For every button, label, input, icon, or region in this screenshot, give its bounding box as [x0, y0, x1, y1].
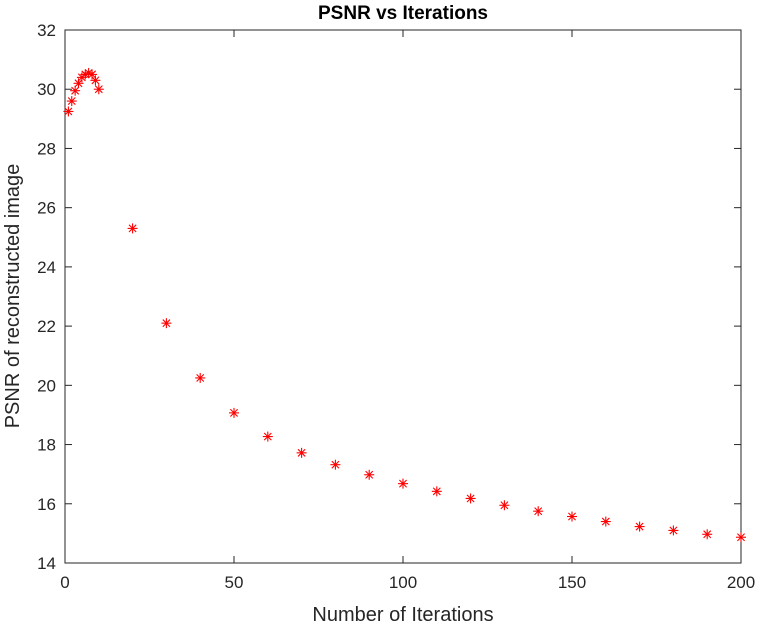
data-point [533, 506, 544, 517]
y-axis-label: PSNR of reconstructed image [2, 164, 24, 429]
data-point [66, 96, 77, 107]
data-point [364, 469, 375, 480]
data-point [70, 85, 81, 96]
data-point [93, 84, 104, 95]
x-tick-label: 200 [727, 573, 755, 592]
data-point [702, 529, 713, 540]
y-tick-label: 28 [37, 139, 56, 158]
data-point [63, 106, 74, 117]
data-point [499, 500, 510, 511]
data-point [431, 486, 442, 497]
data-point [398, 478, 408, 489]
data-point [668, 525, 679, 536]
data-point [73, 78, 84, 89]
x-tick-label: 0 [60, 573, 69, 592]
x-tick-label: 150 [558, 573, 586, 592]
data-point [600, 516, 611, 527]
data-point [465, 493, 476, 504]
y-tick-label: 14 [37, 554, 56, 573]
y-tick-label: 16 [37, 495, 56, 514]
y-tick-label: 22 [37, 317, 56, 336]
data-point [195, 372, 206, 383]
data-point [634, 521, 645, 532]
data-point [262, 431, 273, 442]
y-tick-label: 24 [37, 258, 56, 277]
data-series [63, 67, 746, 543]
y-tick-label: 20 [37, 376, 56, 395]
data-point [87, 69, 98, 80]
y-tick-label: 18 [37, 436, 56, 455]
x-tick-label: 50 [225, 573, 244, 592]
y-tick-label: 26 [37, 199, 56, 218]
data-point [161, 318, 172, 329]
x-axis-label: Number of Iterations [312, 604, 493, 626]
chart-title: PSNR vs Iterations [318, 3, 488, 24]
plot-area [64, 29, 742, 564]
x-tick-label: 100 [389, 573, 417, 592]
data-point [90, 75, 101, 86]
data-point [736, 532, 746, 543]
y-axis: 14 16 18 20 22 24 26 28 30 32 [37, 21, 741, 573]
y-tick-label: 30 [37, 80, 56, 99]
y-tick-label: 32 [37, 21, 56, 40]
data-point [229, 407, 239, 418]
x-axis: 0 50 100 150 200 [60, 30, 755, 592]
data-point [330, 459, 341, 470]
data-point [567, 511, 577, 522]
data-point [296, 447, 307, 458]
data-point [127, 223, 138, 234]
